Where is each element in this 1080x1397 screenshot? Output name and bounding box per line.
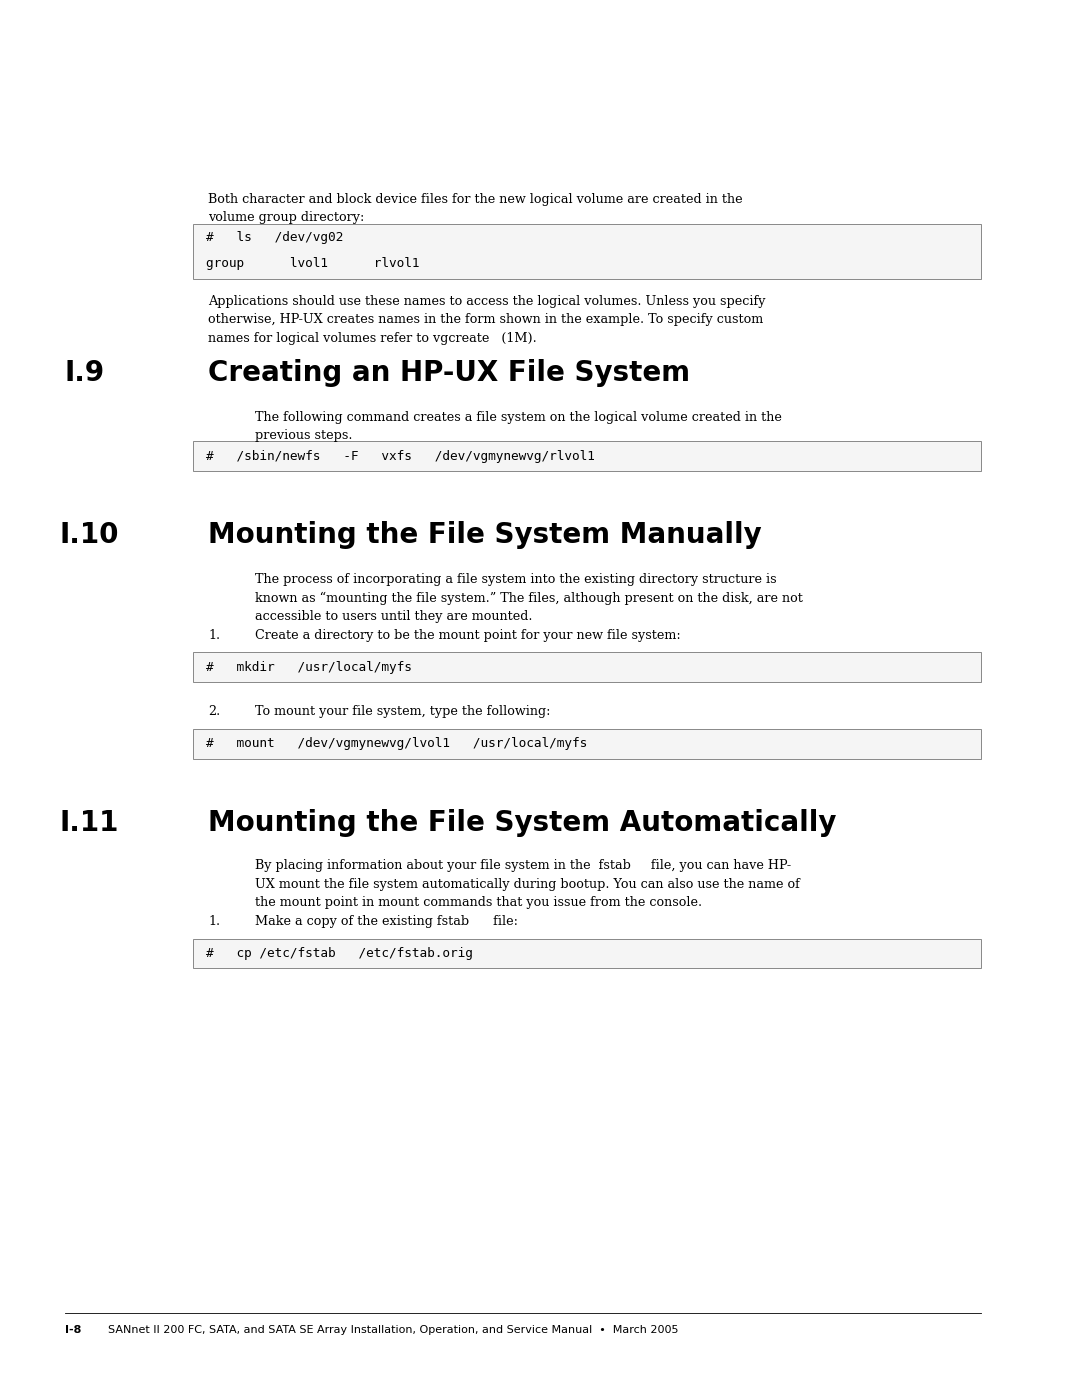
Text: Applications should use these names to access the logical volumes. Unless you sp: Applications should use these names to a…	[208, 295, 766, 345]
Text: Mounting the File System Manually: Mounting the File System Manually	[208, 521, 762, 549]
Text: 1.: 1.	[208, 915, 220, 928]
Bar	[193, 939, 981, 968]
Text: I-8: I-8	[65, 1324, 81, 1336]
Bar	[193, 441, 981, 471]
Text: The following command creates a file system on the logical volume created in the: The following command creates a file sys…	[255, 411, 782, 443]
Text: I.10: I.10	[59, 521, 119, 549]
Text: group      lvol1      rlvol1: group lvol1 rlvol1	[206, 257, 420, 270]
Text: 1.: 1.	[208, 629, 220, 641]
Bar	[193, 652, 981, 682]
Bar	[193, 729, 981, 759]
Text: Make a copy of the existing fstab      file:: Make a copy of the existing fstab file:	[255, 915, 518, 928]
Text: I.11: I.11	[59, 809, 119, 837]
Text: #   /sbin/newfs   -F   vxfs   /dev/vgmynewvg/rlvol1: # /sbin/newfs -F vxfs /dev/vgmynewvg/rlv…	[206, 450, 595, 462]
Bar	[193, 224, 981, 279]
Text: To mount your file system, type the following:: To mount your file system, type the foll…	[255, 705, 551, 718]
Text: #   cp /etc/fstab   /etc/fstab.orig: # cp /etc/fstab /etc/fstab.orig	[206, 947, 473, 960]
Text: #   ls   /dev/vg02: # ls /dev/vg02	[206, 231, 343, 244]
Text: Both character and block device files for the new logical volume are created in : Both character and block device files fo…	[208, 193, 743, 225]
Text: By placing information about your file system in the  fstab     file, you can ha: By placing information about your file s…	[255, 859, 800, 909]
Text: Creating an HP-UX File System: Creating an HP-UX File System	[208, 359, 690, 387]
Text: 2.: 2.	[208, 705, 220, 718]
Text: I.9: I.9	[65, 359, 105, 387]
Text: SANnet II 200 FC, SATA, and SATA SE Array Installation, Operation, and Service M: SANnet II 200 FC, SATA, and SATA SE Arra…	[108, 1324, 678, 1336]
Text: Create a directory to be the mount point for your new file system:: Create a directory to be the mount point…	[255, 629, 680, 641]
Text: #   mount   /dev/vgmynewvg/lvol1   /usr/local/myfs: # mount /dev/vgmynewvg/lvol1 /usr/local/…	[206, 738, 588, 750]
Text: Mounting the File System Automatically: Mounting the File System Automatically	[208, 809, 837, 837]
Text: The process of incorporating a file system into the existing directory structure: The process of incorporating a file syst…	[255, 573, 802, 623]
Text: #   mkdir   /usr/local/myfs: # mkdir /usr/local/myfs	[206, 661, 413, 673]
